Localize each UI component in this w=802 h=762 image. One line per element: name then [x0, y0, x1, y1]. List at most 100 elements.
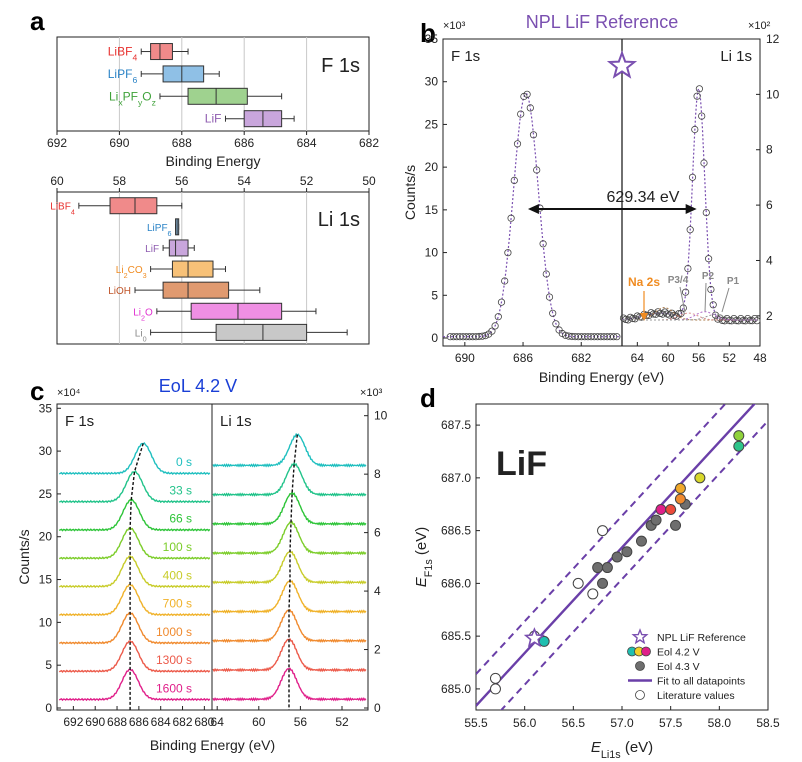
eol42-point: [694, 472, 706, 484]
p2-arrow: [704, 282, 707, 313]
eol43-point: [635, 535, 647, 547]
tick-label: 57.0: [610, 716, 634, 730]
y-axis-label: Counts/s: [16, 529, 32, 584]
data-point: [488, 327, 496, 335]
tick-label: 25: [39, 487, 53, 501]
li1s-spectrum-66s: [212, 491, 367, 527]
data-point: [529, 131, 538, 139]
series-label: 66 s: [169, 512, 192, 526]
data-point: [658, 310, 667, 318]
li1s-label: Li 1s: [220, 413, 252, 430]
tick-label: 692: [63, 715, 83, 729]
p2-label: P2: [702, 271, 715, 282]
panel-c-title: EoL 4.2 V: [159, 376, 237, 396]
data-point: [704, 255, 713, 263]
panel-letter-a: a: [30, 6, 45, 36]
literature-point: [489, 672, 501, 684]
tick-label: 56.5: [562, 716, 586, 730]
panel-a-top-xlabel: Binding Energy: [166, 153, 261, 169]
eol42-point: [674, 482, 686, 494]
tick-label: 687.0: [441, 471, 471, 485]
tick-label: 686: [129, 715, 149, 729]
tick-label: 0: [374, 701, 381, 715]
data-point: [481, 331, 490, 340]
data-point: [688, 173, 697, 181]
separation-label: 629.34 eV: [607, 189, 680, 206]
li1s-spectrum-0s: [212, 432, 367, 468]
data-point: [665, 311, 674, 319]
f1s-spectrum-1000s: [58, 611, 211, 645]
tick-label: 690: [455, 351, 475, 365]
data-point: [746, 316, 754, 325]
data-point: [507, 214, 515, 222]
eol43-point: [650, 514, 662, 526]
f1s-spectrum-1300s: [58, 640, 211, 673]
box-label: LiOH: [108, 286, 131, 297]
data-point: [698, 112, 706, 120]
data-point: [549, 309, 557, 317]
box-label: LiF: [145, 244, 159, 255]
data-point: [744, 314, 752, 323]
y-axis-label: Counts/s: [402, 165, 418, 220]
panel-letter-d: d: [420, 383, 436, 413]
component-fit-line: [622, 312, 759, 321]
eol42-point: [733, 440, 745, 452]
data-point: [691, 125, 699, 134]
f1s-spectrum-100s: [58, 527, 211, 560]
right-multiplier: ×10³: [360, 387, 383, 399]
tick-label: 60: [661, 351, 675, 365]
f1s-spectrum-400s: [58, 555, 211, 589]
component-fit-line: [622, 314, 759, 321]
data-point: [693, 92, 701, 100]
tick-label: 10: [39, 615, 53, 629]
panel-a-bottom-title: Li 1s: [318, 209, 360, 231]
box: [109, 197, 158, 215]
data-point: [753, 317, 761, 325]
data-point: [542, 270, 550, 278]
data-point: [533, 166, 541, 174]
left-multiplier: ×10³: [443, 20, 466, 32]
f1s-spectrum-700s: [58, 583, 211, 617]
li1s-label: Li 1s: [720, 48, 752, 65]
series-label: 1600 s: [156, 681, 192, 695]
tick-label: 6: [766, 198, 773, 212]
literature-point: [587, 588, 599, 600]
data-point: [681, 288, 690, 296]
data-point: [539, 240, 547, 248]
data-point: [613, 333, 621, 341]
tick-label: 686.0: [441, 576, 471, 590]
tick-label: 35: [425, 32, 439, 46]
tick-label: 0: [45, 701, 52, 715]
box: [190, 302, 283, 320]
data-point: [523, 90, 531, 98]
legend-circle-icon: [635, 661, 645, 671]
tick-label: 5: [431, 288, 438, 302]
li1s-spectrum-33s: [212, 461, 367, 497]
arrow-head: [640, 313, 648, 321]
tick-label: 684: [297, 136, 317, 150]
data-point: [478, 332, 486, 340]
na2s-label: Na 2s: [628, 275, 660, 289]
tick-label: 688: [107, 715, 127, 729]
box-label: LiBF4: [108, 45, 138, 63]
literature-point: [597, 525, 609, 537]
plot-frame: [56, 191, 370, 345]
p34-label: P3/4: [668, 275, 689, 286]
panel-a-boxplots: 692 690 688 686 684 682 LiBF4 LiPF6 LixPFyOz LiF F…: [47, 36, 379, 345]
data-point: [652, 310, 660, 318]
data-point: [750, 314, 759, 323]
tick-label: 682: [571, 351, 591, 365]
box-label: LixPFyOz: [109, 89, 156, 107]
tick-label: 60: [252, 715, 266, 729]
series-label: 700 s: [163, 597, 192, 611]
x-axis-label: Binding Energy (eV): [539, 369, 664, 385]
left-multiplier: ×10⁴: [57, 387, 81, 399]
legend-label: Eol 4.2 V: [657, 647, 700, 659]
legend-label: Literature values: [657, 690, 735, 702]
reference-star-point: [523, 627, 546, 648]
series-label: 1300 s: [156, 653, 192, 667]
data-point: [707, 285, 715, 294]
reference-star-marker: [606, 50, 638, 79]
